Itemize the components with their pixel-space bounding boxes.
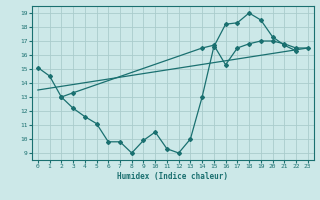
X-axis label: Humidex (Indice chaleur): Humidex (Indice chaleur)	[117, 172, 228, 181]
